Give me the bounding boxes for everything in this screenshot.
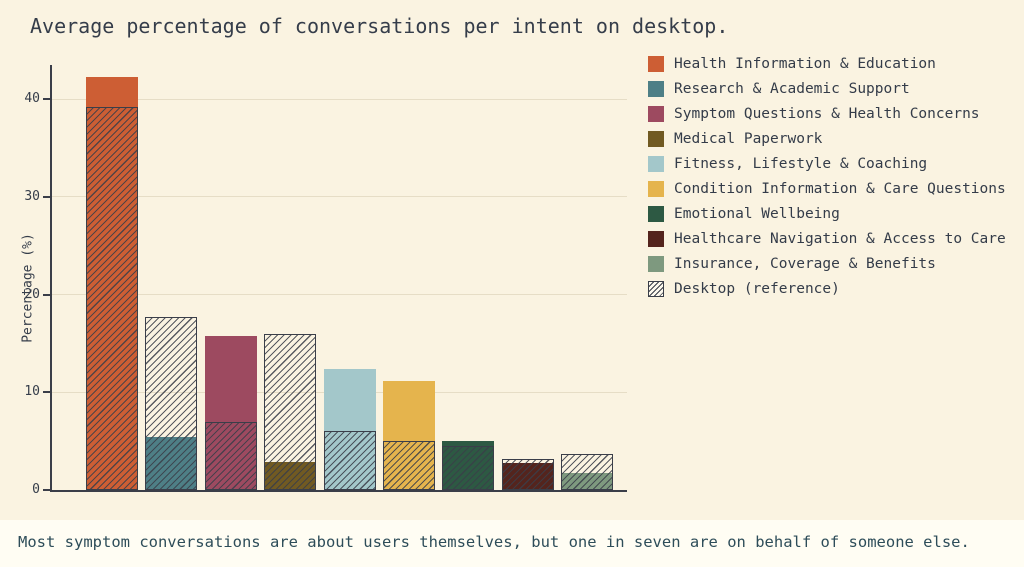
legend-label: Insurance, Coverage & Benefits (674, 256, 936, 272)
reference-bar-4 (323, 431, 376, 490)
legend-swatch-icon (648, 56, 664, 72)
legend-swatch-icon (648, 206, 664, 222)
chart-title: Average percentage of conversations per … (30, 14, 729, 38)
legend-item-3: Medical Paperwork (648, 131, 1006, 147)
gridline (52, 98, 627, 100)
plot-area: 0 10 20 30 40 (24, 65, 627, 497)
caption: Most symptom conversations are about use… (18, 533, 970, 551)
legend-item-0: Health Information & Education (648, 56, 1006, 72)
legend-item-6: Emotional Wellbeing (648, 206, 1006, 222)
legend-label: Research & Academic Support (674, 81, 910, 97)
y-tick-label: 40 (24, 91, 40, 107)
y-tick-label: 20 (24, 286, 40, 302)
gridline (52, 196, 627, 198)
y-tick-label: 10 (24, 384, 40, 400)
legend-label: Health Information & Education (674, 56, 936, 72)
reference-bar-0 (85, 107, 138, 490)
reference-bar-5 (382, 441, 435, 490)
y-tick-mark (43, 391, 50, 394)
bottom-strip (0, 520, 1024, 567)
gridline (52, 294, 627, 296)
legend-item-7: Healthcare Navigation & Access to Care (648, 231, 1006, 247)
y-tick-mark (43, 489, 50, 491)
reference-bar-6 (442, 446, 495, 490)
legend-label: Emotional Wellbeing (674, 206, 840, 222)
legend-item-8: Insurance, Coverage & Benefits (648, 256, 1006, 272)
legend-hatched-swatch-icon (648, 281, 664, 297)
legend-swatch-icon (648, 81, 664, 97)
legend-label: Desktop (reference) (674, 281, 840, 297)
legend-item-1: Research & Academic Support (648, 81, 1006, 97)
legend-swatch-icon (648, 256, 664, 272)
legend-label: Healthcare Navigation & Access to Care (674, 231, 1006, 247)
legend-item-4: Fitness, Lifestyle & Coaching (648, 156, 1006, 172)
legend-swatch-icon (648, 181, 664, 197)
legend: Health Information & Education Research &… (648, 56, 1006, 306)
reference-bar-2 (204, 421, 257, 490)
legend-item-9: Desktop (reference) (648, 281, 1006, 297)
legend-swatch-icon (648, 131, 664, 147)
reference-bar-7 (501, 458, 554, 490)
legend-swatch-icon (648, 231, 664, 247)
reference-bar-1 (145, 317, 198, 490)
y-tick-label: 0 (32, 482, 40, 497)
legend-label: Fitness, Lifestyle & Coaching (674, 156, 928, 172)
y-tick-label: 30 (24, 188, 40, 204)
legend-item-5: Condition Information & Care Questions (648, 181, 1006, 197)
y-axis-label: Percentage (%) (20, 233, 36, 343)
legend-swatch-icon (648, 106, 664, 122)
reference-bar-8 (561, 453, 614, 490)
y-tick-mark (43, 98, 50, 101)
legend-item-2: Symptom Questions & Health Concerns (648, 106, 1006, 122)
reference-bar-3 (264, 333, 317, 490)
legend-label: Symptom Questions & Health Concerns (674, 106, 980, 122)
legend-swatch-icon (648, 156, 664, 172)
y-tick-mark (43, 293, 50, 296)
y-tick-mark (43, 195, 50, 198)
legend-label: Medical Paperwork (674, 131, 823, 147)
legend-label: Condition Information & Care Questions (674, 181, 1006, 197)
